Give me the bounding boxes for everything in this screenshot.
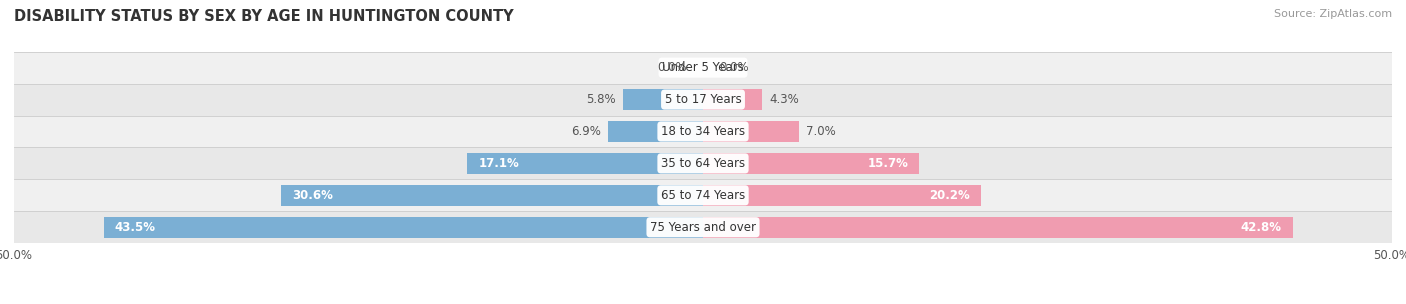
Text: DISABILITY STATUS BY SEX BY AGE IN HUNTINGTON COUNTY: DISABILITY STATUS BY SEX BY AGE IN HUNTI… xyxy=(14,9,513,24)
Text: 18 to 34 Years: 18 to 34 Years xyxy=(661,125,745,138)
Text: 15.7%: 15.7% xyxy=(868,157,908,170)
Bar xyxy=(623,89,703,110)
Bar xyxy=(14,116,1392,147)
Bar xyxy=(703,89,762,110)
Bar xyxy=(703,217,1292,238)
Text: 20.2%: 20.2% xyxy=(929,189,970,202)
Text: 75 Years and over: 75 Years and over xyxy=(650,221,756,234)
Bar xyxy=(104,217,703,238)
Bar xyxy=(14,84,1392,116)
Text: 17.1%: 17.1% xyxy=(478,157,519,170)
Text: 0.0%: 0.0% xyxy=(720,61,749,74)
Text: 42.8%: 42.8% xyxy=(1240,221,1282,234)
Bar xyxy=(703,185,981,206)
Bar xyxy=(14,147,1392,179)
Text: 43.5%: 43.5% xyxy=(115,221,156,234)
Text: Source: ZipAtlas.com: Source: ZipAtlas.com xyxy=(1274,9,1392,19)
Text: 5 to 17 Years: 5 to 17 Years xyxy=(665,93,741,106)
Bar xyxy=(703,153,920,174)
Bar xyxy=(14,52,1392,84)
Bar xyxy=(14,211,1392,243)
Text: Under 5 Years: Under 5 Years xyxy=(662,61,744,74)
Text: 5.8%: 5.8% xyxy=(586,93,616,106)
Text: 0.0%: 0.0% xyxy=(657,61,686,74)
Bar xyxy=(703,121,800,142)
Text: 6.9%: 6.9% xyxy=(571,125,600,138)
Text: 4.3%: 4.3% xyxy=(769,93,799,106)
Text: 7.0%: 7.0% xyxy=(807,125,837,138)
Bar xyxy=(607,121,703,142)
Text: 65 to 74 Years: 65 to 74 Years xyxy=(661,189,745,202)
Bar xyxy=(467,153,703,174)
Bar xyxy=(14,179,1392,211)
Bar xyxy=(281,185,703,206)
Text: 30.6%: 30.6% xyxy=(292,189,333,202)
Text: 35 to 64 Years: 35 to 64 Years xyxy=(661,157,745,170)
